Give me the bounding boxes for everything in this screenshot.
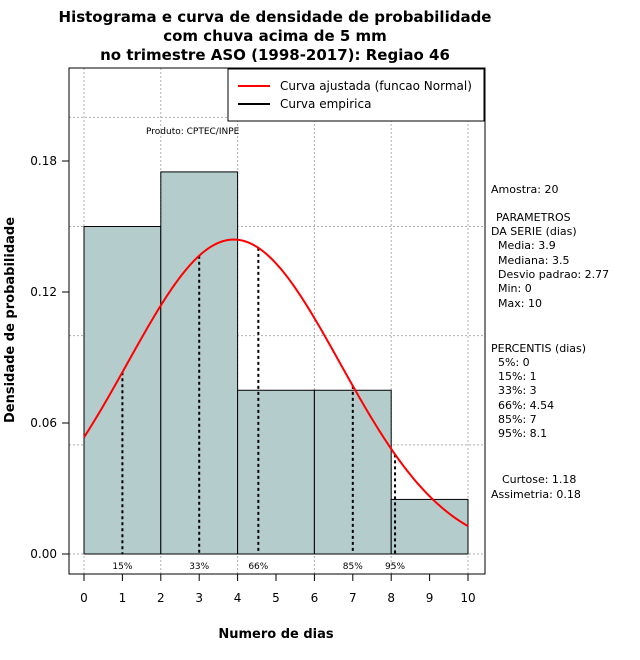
stat-curtose: Curtose: 1.18 xyxy=(502,473,576,486)
y-axis: 0.00 0.06 0.12 0.18 xyxy=(30,154,70,561)
percentile-label-66: 66% xyxy=(248,562,268,572)
perc-95: 95%: 8.1 xyxy=(498,427,547,440)
chart-title-line-2: com chuva acima de 5 mm xyxy=(163,27,387,45)
legend-label-empirical: Curva empirica xyxy=(280,97,371,111)
chart-title-line-1: Histograma e curva de densidade de proba… xyxy=(59,8,492,26)
x-tick-label: 1 xyxy=(119,591,127,605)
param-title-1: PARAMETROS xyxy=(496,211,571,224)
percentile-label-33: 33% xyxy=(189,562,209,572)
bars-layer xyxy=(83,171,469,555)
percentile-lines: 15% 33% 66% 85% 95% xyxy=(112,247,405,572)
perc-5: 5%: 0 xyxy=(498,356,530,369)
stat-amostra: Amostra: 20 xyxy=(491,183,558,196)
x-tick-label: 3 xyxy=(195,591,203,605)
x-tick-label: 6 xyxy=(311,591,319,605)
param-min: Min: 0 xyxy=(498,282,532,295)
legend: Curva ajustada (funcao Normal) Curva emp… xyxy=(227,68,485,122)
perc-85: 85%: 7 xyxy=(498,413,537,426)
x-axis: 0 1 2 3 4 5 6 7 8 9 10 xyxy=(80,573,476,605)
param-desvio: Desvio padrao: 2.77 xyxy=(498,268,609,281)
legend-box xyxy=(227,68,485,122)
perc-66: 66%: 4.54 xyxy=(498,399,554,412)
y-tick-label: 0.00 xyxy=(30,547,57,561)
x-tick-label: 0 xyxy=(80,591,88,605)
chart-title-line-3: no trimestre ASO (1998-2017): Regiao 46 xyxy=(100,46,450,64)
param-title-2: DA SERIE (dias) xyxy=(491,225,577,238)
x-tick-label: 10 xyxy=(460,591,475,605)
x-tick-label: 9 xyxy=(426,591,434,605)
x-tick-label: 4 xyxy=(234,591,242,605)
param-media: Media: 3.9 xyxy=(498,239,556,252)
legend-label-normal: Curva ajustada (funcao Normal) xyxy=(280,79,472,93)
x-tick-label: 5 xyxy=(272,591,280,605)
stats-panel: Amostra: 20 PARAMETROS DA SERIE (dias) M… xyxy=(491,183,609,501)
perc-title: PERCENTIS (dias) xyxy=(491,342,586,355)
y-axis-label: Densidade de probabilidade xyxy=(3,217,18,423)
percentile-label-85: 85% xyxy=(343,562,363,572)
histogram-bar-5 xyxy=(390,498,469,555)
param-mediana: Mediana: 3.5 xyxy=(498,254,569,267)
percentile-label-15: 15% xyxy=(112,562,132,572)
param-max: Max: 10 xyxy=(498,297,542,310)
x-tick-label: 8 xyxy=(387,591,395,605)
y-tick-label: 0.06 xyxy=(30,416,57,430)
stat-assimetria: Assimetria: 0.18 xyxy=(491,488,581,501)
percentile-label-95: 95% xyxy=(385,562,405,572)
x-axis-label: Numero de dias xyxy=(218,627,334,642)
x-tick-label: 7 xyxy=(349,591,357,605)
perc-15: 15%: 1 xyxy=(498,370,537,383)
normal-fit-curve xyxy=(83,238,469,528)
y-tick-label: 0.12 xyxy=(30,285,57,299)
y-tick-label: 0.18 xyxy=(30,154,57,168)
perc-33: 33%: 3 xyxy=(498,384,537,397)
credit-text: Produto: CPTEC/INPE xyxy=(146,127,240,137)
x-tick-label: 2 xyxy=(157,591,165,605)
histogram-bar-3 xyxy=(237,389,315,555)
curve-layer xyxy=(83,238,469,528)
